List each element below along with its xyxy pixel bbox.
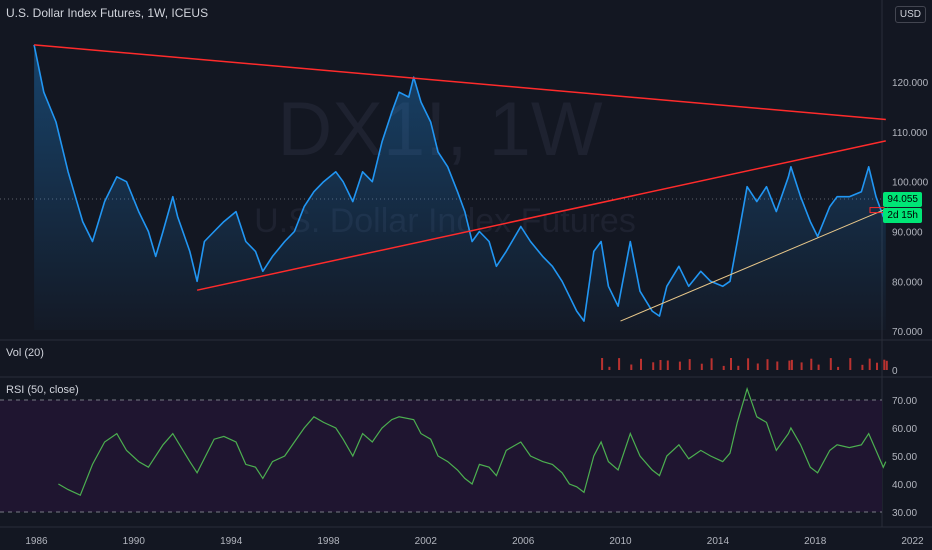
rsi-axis-tick: 30.00	[892, 508, 917, 519]
time-axis-tick: 1994	[220, 536, 243, 547]
volume-bar	[608, 366, 611, 370]
countdown-badge: 2d 15h	[883, 208, 922, 223]
lower-trend-line[interactable]	[196, 140, 886, 291]
rsi-axis-tick: 70.00	[892, 396, 917, 407]
rsi-series-line[interactable]	[58, 386, 887, 497]
volume-bar	[756, 363, 759, 370]
volume-bar	[885, 360, 888, 370]
volume-bar	[659, 360, 662, 370]
volume-bar	[861, 364, 864, 370]
volume-bar	[849, 358, 852, 370]
volume-bar	[640, 358, 642, 370]
time-axis-tick: 2022	[901, 536, 924, 547]
time-axis-tick: 1986	[25, 536, 48, 547]
volume-pane[interactable]	[601, 358, 888, 370]
time-axis-tick: 2002	[415, 536, 438, 547]
upper-trend-line[interactable]	[34, 44, 886, 121]
volume-bar	[666, 360, 669, 370]
volume-pane-label[interactable]: Vol (20)	[6, 347, 44, 359]
volume-bar	[630, 364, 633, 370]
volume-bar	[810, 358, 813, 370]
volume-bar	[868, 358, 871, 370]
volume-bar	[747, 358, 750, 370]
axes: 70.00080.00090.000100.000110.000120.0003…	[25, 78, 928, 547]
time-axis-tick: 2014	[707, 536, 730, 547]
chart-title: U.S. Dollar Index Futures, 1W, ICEUS	[6, 6, 209, 20]
time-axis-tick: 2010	[609, 536, 632, 547]
rsi-pane-label[interactable]: RSI (50, close)	[6, 384, 79, 396]
price-axis-tick: 110.000	[892, 128, 928, 139]
volume-bar	[678, 361, 681, 370]
support-line[interactable]	[620, 207, 889, 322]
trend-drawings[interactable]	[34, 44, 889, 322]
rsi-pane[interactable]	[58, 386, 887, 497]
price-axis-tick: 80.000	[892, 277, 923, 288]
price-pane[interactable]	[33, 44, 887, 331]
time-axis-tick: 2006	[512, 536, 535, 547]
price-series-line[interactable]	[33, 44, 887, 322]
time-axis-tick: 1998	[317, 536, 340, 547]
currency-button[interactable]: USD	[894, 6, 926, 23]
time-axis-tick: 2018	[804, 536, 827, 547]
volume-bar	[700, 363, 703, 370]
volume-bar	[817, 364, 820, 370]
volume-bar	[829, 358, 832, 370]
price-axis-tick: 90.000	[892, 228, 923, 239]
rsi-axis-tick: 60.00	[892, 424, 917, 435]
volume-bar	[652, 362, 655, 370]
volume-bar	[876, 362, 878, 370]
volume-bar	[883, 359, 886, 370]
price-axis-tick: 70.000	[892, 327, 923, 338]
price-axis-tick: 100.000	[892, 178, 929, 189]
volume-bar	[766, 359, 769, 370]
time-axis-tick: 1990	[123, 536, 146, 547]
volume-axis-value: 0	[892, 366, 898, 377]
volume-bar	[722, 365, 725, 370]
last-price-badge: 94.055	[883, 192, 922, 207]
volume-bar	[837, 366, 840, 370]
volume-bar	[618, 358, 621, 370]
volume-bar	[710, 358, 713, 370]
rsi-axis-tick: 40.00	[892, 480, 917, 491]
price-axis-tick: 120.000	[892, 78, 929, 89]
volume-bar	[601, 358, 604, 370]
price-area	[34, 44, 886, 331]
volume-bar	[737, 365, 740, 370]
volume-bar	[788, 360, 791, 370]
rsi-axis-tick: 50.00	[892, 452, 917, 463]
rsi-band	[0, 400, 882, 512]
volume-bar	[688, 359, 691, 370]
volume-bar	[776, 361, 779, 370]
volume-bar	[730, 358, 732, 370]
volume-bar	[790, 359, 793, 370]
volume-bar	[800, 362, 803, 370]
